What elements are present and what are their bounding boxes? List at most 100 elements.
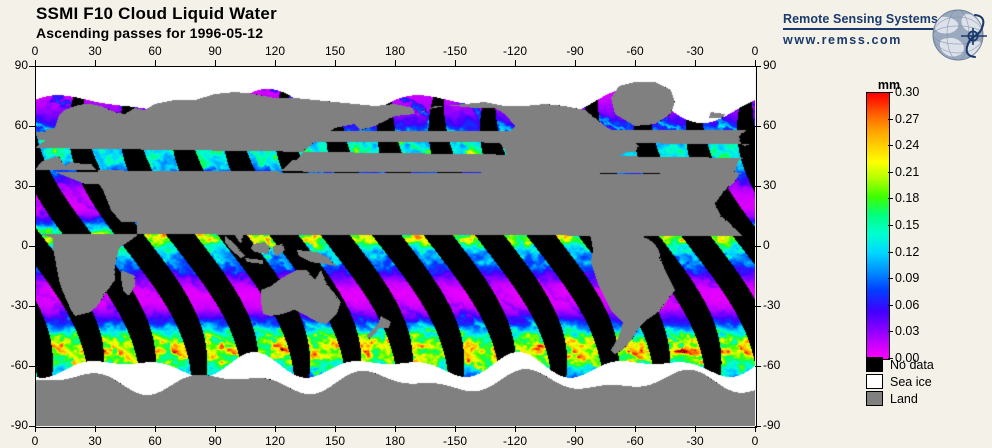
x-axis-label: 90 [208,434,222,448]
y-axis-tick [755,185,761,187]
legend-swatch [866,391,883,406]
y-axis-label-right: 90 [763,58,777,72]
y-axis-label-right: 60 [763,118,777,132]
cloud-liquid-water-heatmap [35,66,755,426]
x-axis-tick [694,426,696,432]
x-axis-label: -150 [442,44,468,58]
colorbar-tick [888,171,893,173]
x-axis-tick [694,60,696,66]
logo-company-name: Remote Sensing Systems [783,12,939,26]
colorbar-tick [888,118,893,120]
legend-item: Sea ice [866,373,934,390]
x-axis-tick [334,426,336,432]
colorbar-tick [888,251,893,253]
x-axis-label: -120 [502,44,528,58]
x-axis-label: 180 [384,44,406,58]
x-axis-tick [34,426,36,432]
colorbar-tick-label: 0.03 [895,324,920,339]
colorbar-tick [888,331,893,333]
y-axis-tick [755,425,761,427]
x-axis-tick [514,426,516,432]
x-axis-tick [94,60,96,66]
y-axis-label-left: 60 [14,118,28,132]
colorbar-tick-label: 0.09 [895,271,920,286]
colorbar-tick-label: 0.00 [895,351,920,365]
x-axis-label: 0 [751,434,759,448]
y-axis-label-right: 30 [763,178,777,192]
x-axis-label: 60 [148,434,162,448]
x-axis-label: -90 [566,434,584,448]
legend-item: No data [866,356,934,373]
y-axis-label-left: 30 [14,178,28,192]
colorbar-tick-label: 0.06 [895,297,920,312]
page-subtitle: Ascending passes for 1996-05-12 [36,25,264,41]
y-axis-tick [29,125,35,127]
x-axis-tick [574,60,576,66]
x-axis-label: 0 [31,434,39,448]
x-axis-label: -30 [686,44,704,58]
colorbar-tick-label: 0.27 [895,111,920,126]
colorbar-tick-label: 0.15 [895,218,920,232]
legend-swatch [866,374,883,389]
legend-label: No data [890,357,934,372]
y-axis-label-right: 0 [763,238,770,252]
y-axis-tick [755,365,761,367]
x-axis-tick [334,60,336,66]
colorbar-tick [888,198,893,200]
x-axis-tick [394,426,396,432]
map-plot-area[interactable] [35,66,755,426]
colorbar-tick [888,145,893,147]
x-axis-label: 150 [324,434,346,448]
x-axis-tick [574,426,576,432]
x-axis-tick [754,426,756,432]
x-axis-label: -90 [566,44,584,58]
x-axis-tick [214,426,216,432]
y-axis-label-left: 90 [14,58,28,72]
colorbar-tick-label: 0.12 [895,244,920,259]
colorbar-tick [888,358,893,359]
y-axis-label-left: -90 [10,418,28,432]
x-axis-label: 150 [324,44,346,58]
x-axis-tick [514,60,516,66]
x-axis-tick [394,60,396,66]
y-axis-tick [29,65,35,67]
x-axis-label: 90 [208,44,222,58]
legend-label: Land [890,391,918,406]
y-axis-tick [755,305,761,307]
colorbar-unit-label: mm [877,78,901,92]
logo-divider [783,28,935,30]
y-axis-tick [29,365,35,367]
x-axis-label: 120 [264,44,286,58]
x-axis-label: 30 [88,44,102,58]
legend-swatch [866,357,883,372]
x-axis-label: 0 [31,44,39,58]
map-legend: No data Sea ice Land [866,356,934,407]
y-axis-label-right: -90 [763,418,781,432]
logo-text: Remote Sensing Systems www.remss.com [783,12,939,47]
colorbar-tick-label: 0.21 [895,164,920,179]
y-axis-label-left: -30 [10,298,28,312]
x-axis-tick [454,426,456,432]
x-axis-label: 60 [148,44,162,58]
x-axis-tick [634,60,636,66]
logo-website: www.remss.com [783,33,902,47]
y-axis-tick [755,245,761,247]
colorbar-tick-label: 0.24 [895,138,920,153]
x-axis-label: -60 [626,434,644,448]
legend-item: Land [866,390,934,407]
x-axis-label: -150 [442,434,468,448]
x-axis-label: -60 [626,44,644,58]
page-title: SSMI F10 Cloud Liquid Water [36,4,277,23]
remss-logo[interactable]: Remote Sensing Systems www.remss.com [783,6,988,64]
colorbar[interactable] [866,92,890,360]
legend-label: Sea ice [890,374,932,389]
y-axis-tick [755,65,761,67]
x-axis-tick [454,60,456,66]
colorbar-tick-label: 0.18 [895,191,920,206]
x-axis-tick [214,60,216,66]
y-axis-label-left: 0 [21,238,28,252]
title-block: SSMI F10 Cloud Liquid Water Ascending pa… [36,4,277,42]
x-axis-tick [154,426,156,432]
x-axis-label: 0 [751,44,759,58]
colorbar-tick [888,225,893,226]
